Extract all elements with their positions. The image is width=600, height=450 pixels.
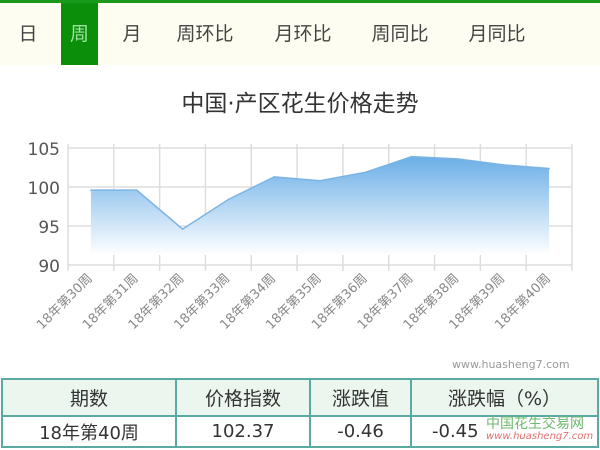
summary-table: 期数 价格指数 涨跌值 涨跌幅（%） 18年第40周 102.37 -0.46 …: [1, 378, 599, 448]
tab-6[interactable]: 月同比: [468, 23, 526, 45]
tab-5[interactable]: 周同比: [371, 23, 429, 45]
header-change: 涨跌值: [309, 378, 412, 417]
area-fill: [90, 156, 550, 255]
data-point: [181, 228, 184, 230]
chart-title: 中国·产区花生价格走势: [181, 91, 419, 117]
header-change-pct: 涨跌幅（%）: [410, 378, 599, 417]
table-row: 18年第40周 102.37 -0.46 -0.45: [1, 415, 599, 448]
tab-2[interactable]: 月: [122, 23, 142, 45]
cell-period: 18年第40周: [1, 415, 177, 448]
data-point: [273, 176, 275, 178]
top-accent-line: [0, 0, 600, 3]
data-point: [548, 167, 550, 170]
table-header-row: 期数 价格指数 涨跌值 涨跌幅（%）: [1, 378, 599, 417]
data-point: [502, 164, 505, 166]
period-tabs: 日 周 月 周环比 月环比 周同比 月同比: [0, 3, 600, 65]
y-tick-label: 105: [28, 140, 60, 160]
logo-name: 中国花生交易网: [486, 416, 584, 432]
header-period: 期数: [1, 378, 177, 417]
data-point: [135, 189, 138, 191]
watermark-url: www.huasheng7.com: [452, 358, 570, 371]
tab-3[interactable]: 周环比: [176, 23, 234, 45]
data-point: [456, 158, 459, 160]
y-tick-label: 100: [28, 179, 60, 199]
y-tick-label: 95: [38, 218, 60, 238]
logo-watermark: 中国花生交易网 www.huasheng7.com: [486, 417, 598, 443]
data-point: [227, 198, 230, 201]
tab-1[interactable]: 周: [61, 3, 98, 65]
data-point: [90, 189, 92, 191]
cell-change-pct: -0.45: [410, 415, 599, 448]
price-chart: 909510010518年第30周18年第31周18年第32周18年第33周18…: [28, 140, 573, 333]
y-tick-label: 90: [38, 257, 60, 277]
data-point: [319, 179, 321, 182]
data-point: [365, 171, 367, 173]
data-point: [410, 155, 413, 158]
cell-change: -0.46: [309, 415, 412, 448]
header-price-index: 价格指数: [175, 378, 311, 417]
tab-0[interactable]: 日: [18, 23, 38, 45]
cell-price-index: 102.37: [175, 415, 311, 448]
logo-url: www.huasheng7.com: [486, 431, 594, 442]
tab-4[interactable]: 月环比: [274, 23, 332, 45]
